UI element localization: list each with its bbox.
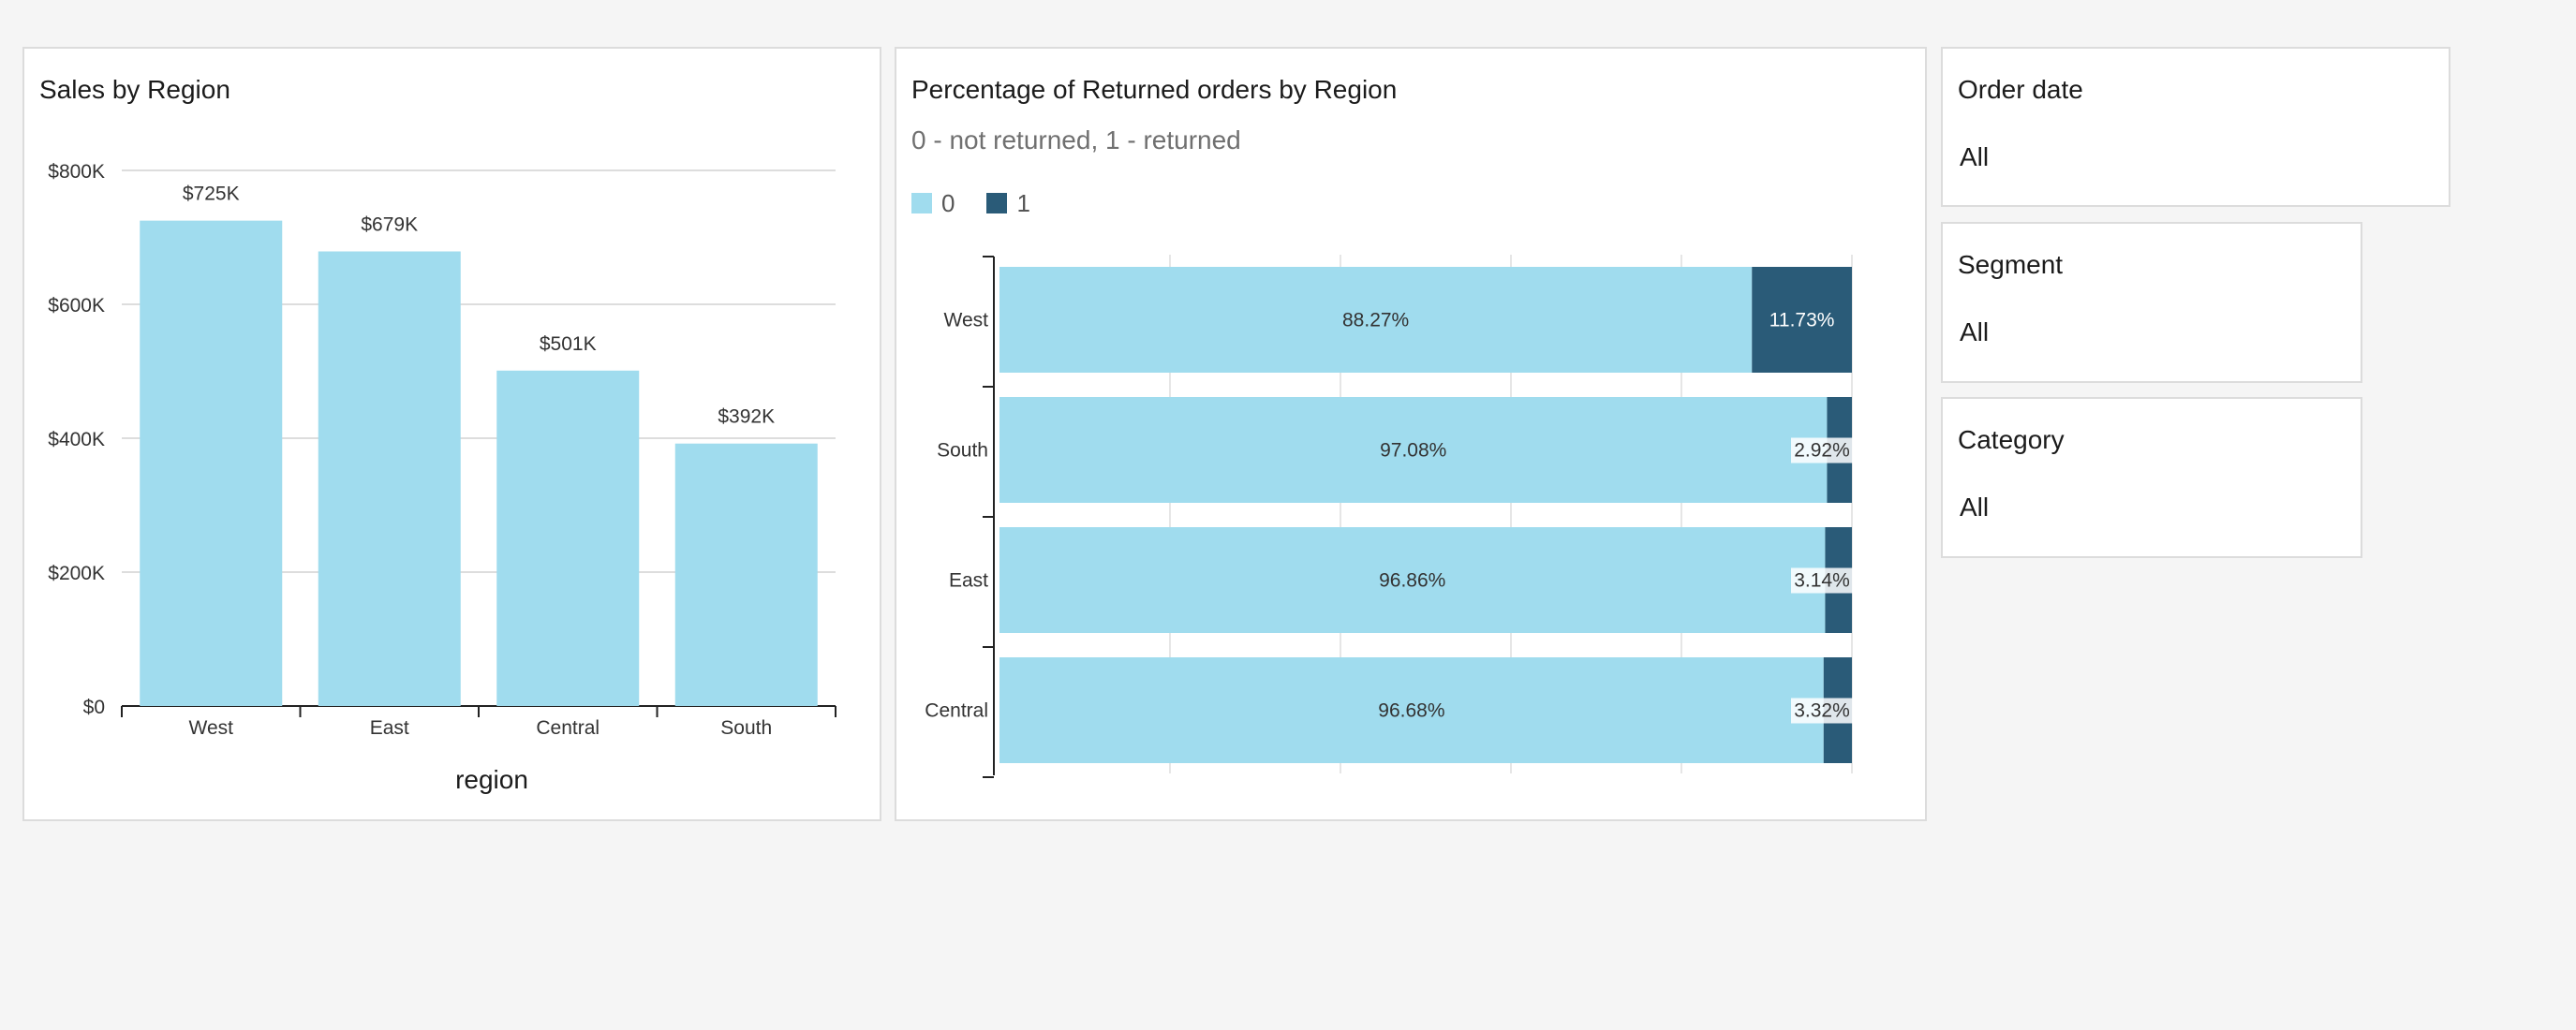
order-date-filter-value[interactable]: All <box>1960 142 1990 171</box>
sales-bar-chart: $0 $200K $400K $600K $800K $725K West $679K East… <box>48 161 836 794</box>
returns-chart-subtitle: 0 - not returned, 1 - returned <box>911 125 1241 154</box>
order-date-filter[interactable]: Order date All <box>1941 47 2450 207</box>
not-returned-data-label: 96.68% <box>1378 700 1444 722</box>
returned-data-label: 3.32% <box>1794 700 1850 722</box>
returns-chart-title: Percentage of Returned orders by Region <box>911 75 1398 104</box>
sales-by-region-card: Sales by Region $0 $200K $400K $600K $800K $7… <box>22 47 881 821</box>
x-tick-label: South <box>720 717 772 739</box>
x-tick-label: East <box>370 717 409 739</box>
returns-stacked-bar-chart: West 88.27% 11.73% South 97.08% 2.92% East 96.8… <box>925 255 1853 778</box>
legend-label-0: 0 <box>941 188 955 217</box>
returned-data-label: 11.73% <box>1769 310 1835 331</box>
returns-bar-not-returned <box>999 657 1824 763</box>
x-tick-label: Central <box>536 717 600 739</box>
y-tick-label: West <box>944 310 989 331</box>
x-axis-title: region <box>455 765 528 794</box>
legend-item-1[interactable]: 1 <box>986 188 1030 218</box>
y-tick-label: $0 <box>83 697 105 718</box>
y-tick-label: Central <box>925 700 988 722</box>
sales-chart-title: Sales by Region <box>39 75 230 104</box>
legend-label-1: 1 <box>1016 188 1030 217</box>
sales-bar <box>318 251 461 706</box>
legend-item-0[interactable]: 0 <box>911 189 955 218</box>
y-tick-label: East <box>949 570 988 592</box>
returned-data-label: 3.14% <box>1794 570 1850 592</box>
not-returned-data-label: 97.08% <box>1380 440 1446 462</box>
y-tick-label: $400K <box>48 429 105 450</box>
sales-data-label: $679K <box>361 214 418 236</box>
sales-bar <box>496 370 640 706</box>
segment-filter-label: Segment <box>1958 250 2064 279</box>
legend-swatch-0 <box>911 193 932 213</box>
returned-orders-card: Percentage of Returned orders by Region … <box>895 47 1927 821</box>
sales-bar <box>140 220 283 706</box>
sales-data-label: $392K <box>718 406 775 428</box>
returned-data-label-bg <box>1791 567 1853 594</box>
x-tick-label: West <box>189 717 234 739</box>
segment-filter[interactable]: Segment All <box>1941 222 2362 383</box>
legend-swatch-1 <box>986 193 1008 213</box>
returned-data-label-bg <box>1791 437 1853 464</box>
returned-data-label-bg <box>1791 698 1853 724</box>
returns-legend: 0 1 <box>911 189 1062 217</box>
sales-data-label: $725K <box>183 184 240 205</box>
returned-data-label: 2.92% <box>1794 440 1850 462</box>
order-date-filter-label: Order date <box>1958 75 2083 104</box>
y-tick-label: $800K <box>48 161 105 183</box>
y-tick-label: $600K <box>48 295 105 316</box>
not-returned-data-label: 88.27% <box>1342 310 1409 331</box>
y-tick-label: $200K <box>48 563 105 584</box>
returns-bar-not-returned <box>999 267 1753 373</box>
segment-filter-value[interactable]: All <box>1960 317 1990 346</box>
sales-bar <box>674 443 818 706</box>
returns-bar-returned <box>1752 267 1852 373</box>
category-filter-label: Category <box>1958 425 2065 454</box>
category-filter-value[interactable]: All <box>1960 493 1990 522</box>
returns-bar-not-returned <box>999 527 1826 633</box>
returns-bar-not-returned <box>999 397 1828 503</box>
not-returned-data-label: 96.86% <box>1379 570 1445 592</box>
sales-data-label: $501K <box>540 333 597 355</box>
category-filter[interactable]: Category All <box>1941 397 2362 558</box>
y-tick-label: South <box>937 440 988 462</box>
